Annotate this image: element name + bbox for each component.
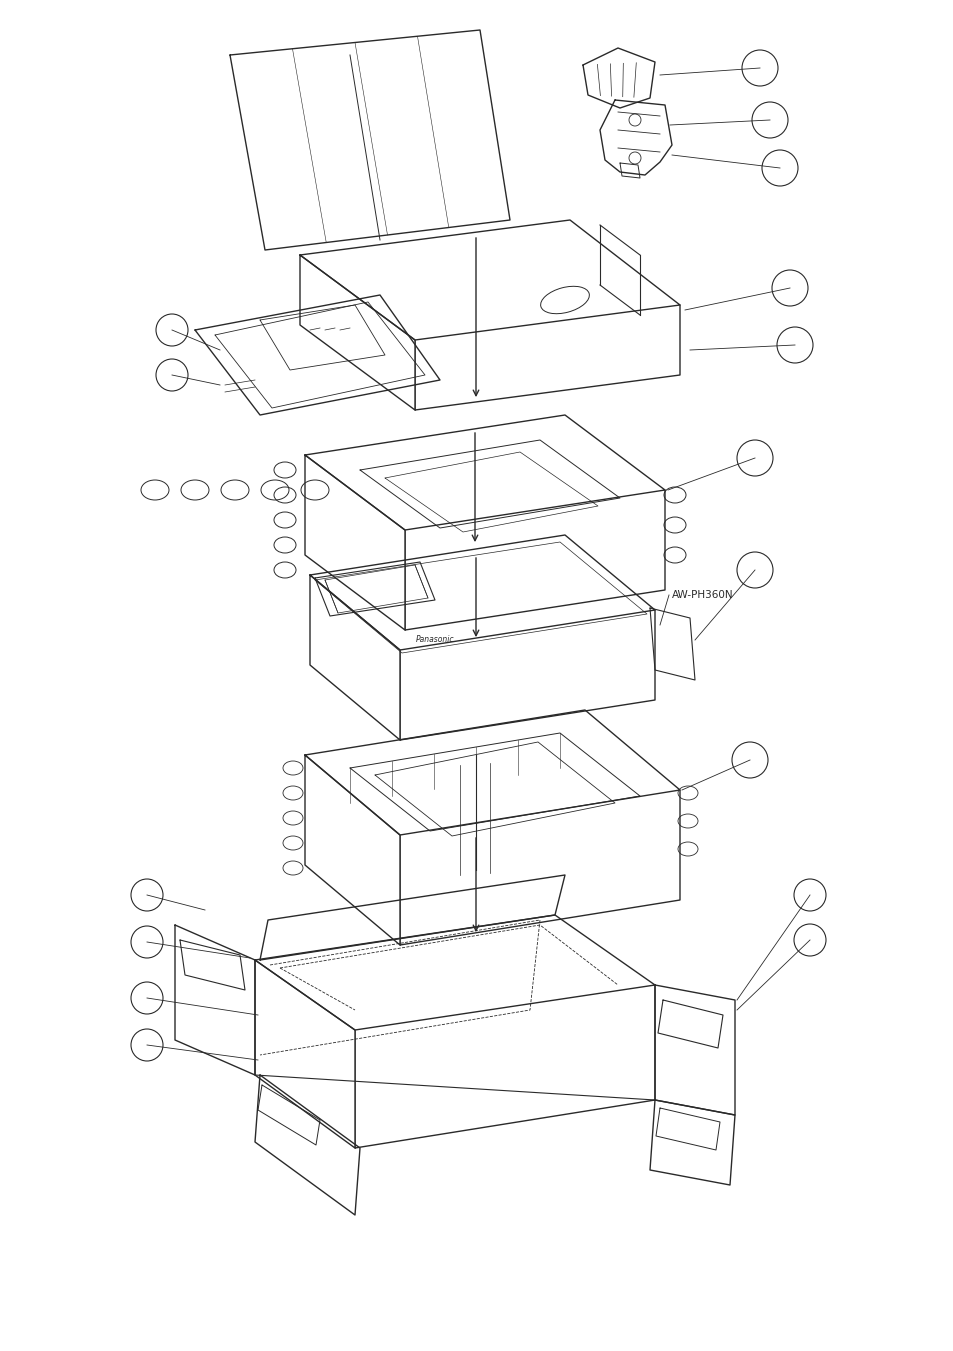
- Text: AW-PH360N: AW-PH360N: [671, 590, 733, 600]
- Text: Panasonic: Panasonic: [416, 635, 454, 644]
